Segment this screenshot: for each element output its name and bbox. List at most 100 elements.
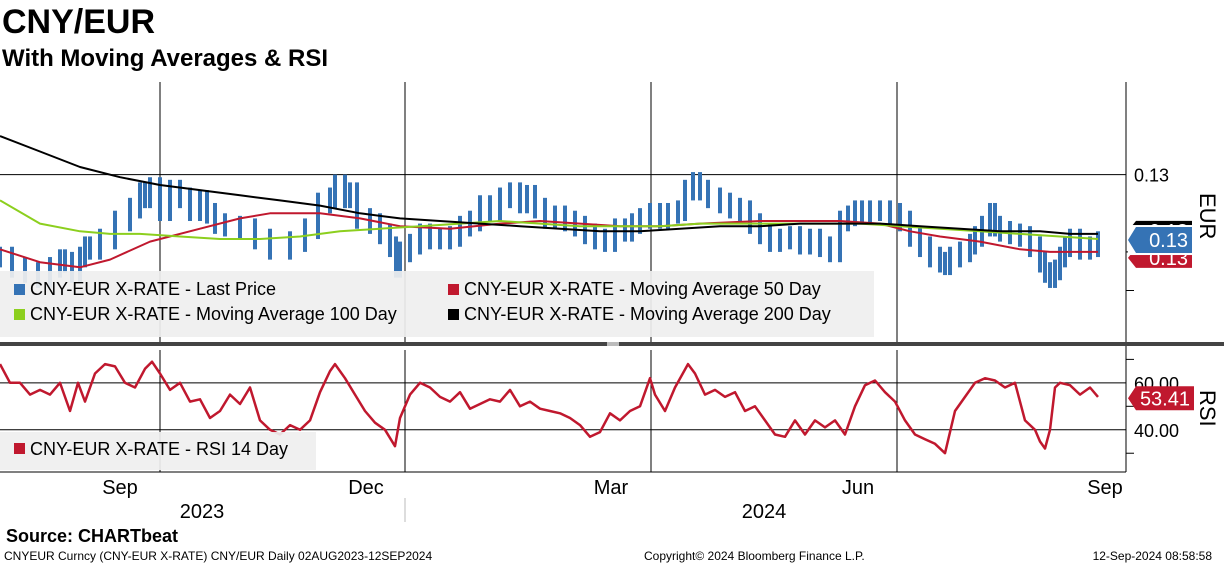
rsi-last-flag-label: 53.41 — [1140, 388, 1190, 410]
price-bar — [993, 202, 997, 237]
price-bar — [1038, 236, 1042, 273]
timestamp: 12-Sep-2024 08:58:58 — [1092, 549, 1212, 563]
price-bar — [828, 236, 832, 263]
ma-line-200 — [0, 135, 1098, 235]
price-bar — [868, 200, 872, 224]
price-axis-title: EUR — [1195, 193, 1220, 239]
price-bar — [878, 200, 882, 222]
price-bar — [798, 226, 802, 255]
price-bar — [10, 246, 14, 278]
price-bar — [408, 233, 412, 263]
price-bar — [448, 226, 452, 250]
price-bar — [288, 231, 292, 260]
price-bar — [128, 197, 132, 232]
price-bar — [83, 236, 87, 268]
price-bar — [205, 190, 209, 224]
price-bar — [563, 205, 567, 232]
price-bar — [938, 246, 942, 273]
price-bar — [666, 202, 670, 229]
price-bar — [838, 210, 842, 263]
price-bar — [178, 179, 182, 209]
price-bar — [63, 249, 67, 273]
price-bar — [613, 218, 617, 252]
price-bar — [398, 241, 402, 278]
price-bar — [860, 200, 864, 224]
price-bar — [706, 179, 710, 209]
price-tick-label: 0.13 — [1134, 166, 1169, 186]
price-bar — [355, 182, 359, 229]
price-bar — [658, 202, 662, 229]
price-bar — [533, 184, 537, 219]
price-bar — [198, 190, 202, 222]
price-bar — [648, 202, 652, 229]
price-bar — [138, 182, 142, 219]
price-bar — [988, 202, 992, 237]
price-bar — [888, 200, 892, 224]
price-bar — [23, 257, 27, 283]
price-bar — [518, 182, 522, 214]
price-bar — [683, 179, 687, 222]
price-bar — [428, 223, 432, 250]
price-bar — [253, 218, 257, 250]
price-bar — [343, 174, 347, 209]
price-bar — [78, 246, 82, 283]
price-bar — [748, 200, 752, 234]
price-bar — [778, 228, 782, 252]
price-bar — [158, 177, 162, 222]
rsi-axis-title: RSI — [1195, 390, 1220, 427]
price-bar — [525, 184, 529, 214]
legend-swatch — [14, 309, 25, 320]
price-bar — [908, 210, 912, 247]
price-bar — [603, 228, 607, 252]
price-bar — [623, 218, 627, 242]
legend-label: CNY-EUR X-RATE - Moving Average 100 Day — [30, 304, 397, 324]
price-bar — [928, 236, 932, 268]
x-month-label: Jun — [842, 477, 874, 499]
price-bar — [918, 226, 922, 258]
x-year-label: 2024 — [742, 501, 787, 523]
legend-swatch — [448, 284, 459, 295]
copyright: Copyright© 2024 Bloomberg Finance L.P. — [644, 549, 865, 563]
price-bar — [1096, 231, 1100, 258]
ma-line-50 — [0, 212, 1098, 269]
price-bar — [348, 182, 352, 209]
price-bar — [98, 228, 102, 260]
price-bar — [943, 251, 947, 276]
price-bar — [630, 213, 634, 242]
legend-label: CNY-EUR X-RATE - RSI 14 Day — [30, 439, 288, 459]
price-bar — [88, 236, 92, 260]
price-bar — [0, 246, 2, 268]
panel-divider-handle — [607, 342, 619, 346]
price-bar — [113, 210, 117, 250]
price-bar — [478, 195, 482, 232]
price-bar — [728, 192, 732, 219]
price-bar — [543, 197, 547, 229]
price-bar — [958, 241, 962, 268]
price-bar — [58, 249, 62, 278]
price-bar — [1028, 226, 1032, 258]
price-bar — [553, 205, 557, 229]
price-bar — [388, 223, 392, 258]
chart-subtitle: With Moving Averages & RSI — [2, 45, 329, 72]
price-bar — [394, 236, 398, 278]
price-bar — [188, 187, 192, 222]
price-bar — [438, 228, 442, 250]
x-month-label: Dec — [348, 477, 384, 499]
price-bar — [238, 215, 242, 240]
price-bar — [458, 215, 462, 247]
price-bar — [1048, 262, 1052, 288]
legend-swatch — [448, 309, 459, 320]
x-year-label: 2023 — [180, 501, 225, 523]
price-bar — [998, 215, 1002, 242]
legend-label: CNY-EUR X-RATE - Moving Average 200 Day — [464, 304, 831, 324]
price-bar — [328, 187, 332, 214]
x-month-label: Sep — [1087, 477, 1123, 499]
price-bar — [738, 197, 742, 222]
chart-title: CNY/EUR — [2, 3, 156, 41]
price-bar — [168, 179, 172, 222]
legend-label: CNY-EUR X-RATE - Moving Average 50 Day — [464, 279, 821, 299]
price-bar — [498, 187, 502, 222]
price-bar — [948, 246, 952, 276]
price-bar — [316, 192, 320, 240]
last-price-flag — [1128, 227, 1192, 254]
